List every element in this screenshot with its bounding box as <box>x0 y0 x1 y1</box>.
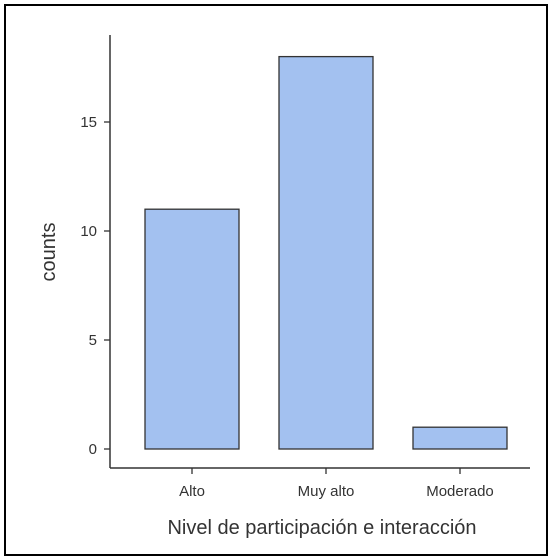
x-tick-label: Muy alto <box>298 483 355 500</box>
x-tick-label: Alto <box>179 483 205 500</box>
x-ticks: Alto Muy alto Moderado <box>179 468 494 500</box>
x-tick-label: Moderado <box>426 483 494 500</box>
y-tick-label: 0 <box>89 441 97 458</box>
bar-muy-alto <box>278 55 374 450</box>
y-axis-title: counts <box>38 223 60 282</box>
chart-frame <box>4 4 548 556</box>
bar-alto <box>144 208 240 450</box>
bar-moderado <box>412 426 508 450</box>
y-tick-label: 15 <box>80 114 97 131</box>
bars <box>144 55 508 450</box>
x-axis-title: Nivel de participación e interacción <box>167 517 476 539</box>
y-tick-label: 10 <box>80 223 97 240</box>
y-ticks: 0 5 10 15 <box>80 114 110 458</box>
y-tick-label: 5 <box>89 332 97 349</box>
